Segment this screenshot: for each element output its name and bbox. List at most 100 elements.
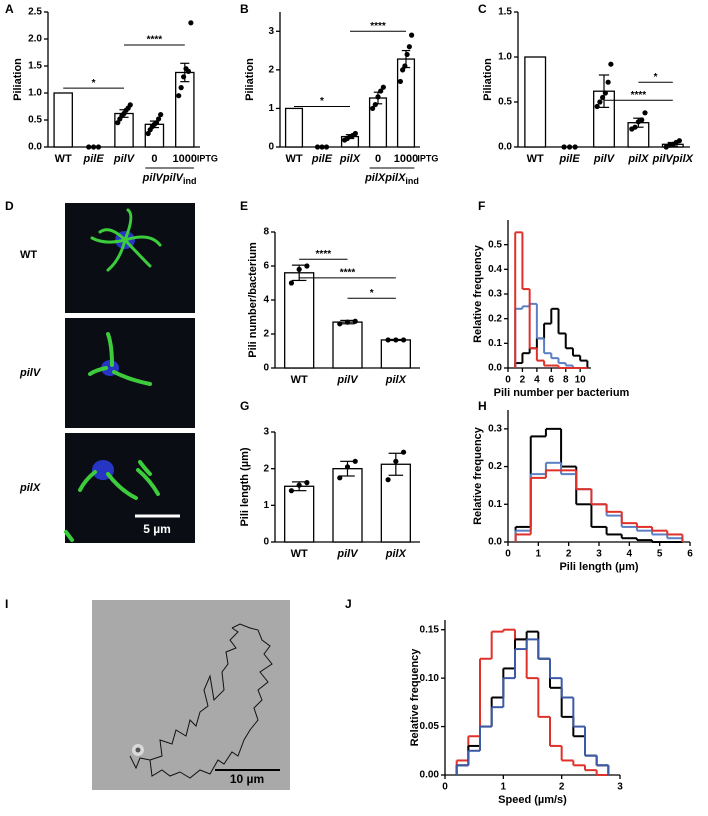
data-point (296, 266, 302, 272)
y-tick-label: 3 (263, 427, 269, 438)
x-tick-label: WT (55, 153, 72, 165)
bar (368, 97, 388, 148)
panel-letter: E (240, 199, 248, 213)
data-point (372, 101, 378, 108)
x-tick-label: 0 (505, 549, 511, 560)
micrograph-pilv (65, 318, 195, 428)
data-point (352, 130, 358, 137)
data-point (642, 110, 648, 116)
group-label-sub: ind (183, 176, 197, 186)
data-point (319, 144, 325, 150)
data-point (378, 88, 384, 94)
x-tick-label: 6 (549, 375, 555, 386)
data-point (91, 144, 97, 150)
data-point (344, 464, 351, 470)
y-tick-label: 0.00 (420, 770, 440, 781)
data-point (288, 488, 295, 494)
x-tick-label: 1 (536, 549, 542, 560)
x-tick-label: pilE (559, 153, 581, 165)
y-axis-label: Relative frequency (472, 426, 484, 525)
tracking-image (92, 600, 290, 790)
y-tick-label: 0.5 (498, 97, 512, 108)
significance-label: * (320, 96, 324, 107)
x-tick-label: pilE (83, 153, 105, 165)
bar (380, 463, 411, 543)
significance-label: **** (340, 268, 356, 279)
data-point (344, 319, 351, 325)
significance-label: **** (316, 249, 332, 260)
data-point (639, 117, 645, 123)
data-point (176, 93, 182, 99)
data-point (178, 85, 184, 91)
y-tick-label: 0.1 (488, 338, 502, 349)
x-tick-label: 0 (375, 153, 381, 165)
data-point (304, 480, 310, 486)
data-point (385, 477, 391, 483)
group-label: pilVpilVind (142, 172, 197, 186)
image-label: pilX (19, 482, 41, 494)
x-tick-label: 4 (534, 375, 540, 386)
x-tick-label: pilVpilX (652, 153, 694, 165)
x-tick-label: WT (285, 153, 302, 165)
panel-letter: D (5, 199, 14, 213)
data-point (393, 458, 399, 464)
image-label: WT (20, 249, 37, 261)
x-tick-label: WT (527, 153, 544, 165)
bar (380, 339, 411, 369)
bar (175, 71, 195, 148)
x-tick-label: pilV (336, 374, 359, 386)
y-tick-label: 2 (263, 463, 269, 474)
y-axis-label: Piliation (482, 58, 494, 101)
x-tick-label: 6 (687, 549, 693, 560)
bar (284, 485, 315, 543)
y-tick-label: 4 (263, 295, 269, 306)
y-tick-label: 0.2 (488, 461, 502, 472)
y-tick-label: 0.3 (488, 289, 502, 300)
y-axis-label: Relative frequency (472, 244, 484, 343)
data-point (632, 124, 638, 130)
data-point (153, 120, 160, 126)
data-point (380, 84, 386, 90)
data-point (314, 144, 321, 150)
x-tick-label: 10 (575, 375, 587, 386)
bar (332, 321, 363, 369)
data-point (370, 105, 376, 112)
data-point (158, 112, 164, 118)
data-point (605, 79, 611, 85)
significance-label: * (92, 78, 96, 89)
y-tick-label: 0.05 (420, 721, 440, 732)
data-point (400, 67, 406, 73)
data-point (95, 144, 102, 150)
data-point (337, 475, 343, 481)
data-point (188, 20, 194, 26)
y-tick-label: 1 (263, 500, 269, 511)
panel-letter: B (240, 2, 249, 16)
data-point (397, 78, 403, 85)
data-point (597, 99, 603, 105)
data-point (385, 337, 391, 343)
y-tick-label: 0.4 (488, 264, 502, 275)
data-point (406, 44, 412, 50)
x-tick-label: 3 (596, 549, 602, 560)
x-tick-label: pilE (311, 153, 333, 165)
data-point (155, 116, 162, 122)
y-tick-label: 0 (268, 142, 274, 153)
x-tick-label: 0 (505, 375, 511, 386)
x-tick-label: 1 (501, 782, 507, 793)
bar (524, 56, 547, 148)
significance-label: * (654, 72, 658, 83)
data-point (567, 144, 573, 150)
data-point (115, 120, 121, 126)
x-axis-label: Pili length (µm) (559, 561, 638, 573)
y-tick-label: 2.0 (28, 34, 42, 45)
x-tick-label: WT (291, 374, 308, 386)
panel-letter: G (240, 399, 249, 413)
data-point (86, 144, 92, 150)
panel-letter: C (478, 2, 487, 16)
data-point (400, 337, 407, 343)
group-label: pilXpilXind (364, 172, 419, 186)
x-tick-label: pilV (113, 153, 136, 165)
scale-bar-label: 5 µm (143, 522, 171, 536)
image-label: pilV (19, 367, 42, 379)
